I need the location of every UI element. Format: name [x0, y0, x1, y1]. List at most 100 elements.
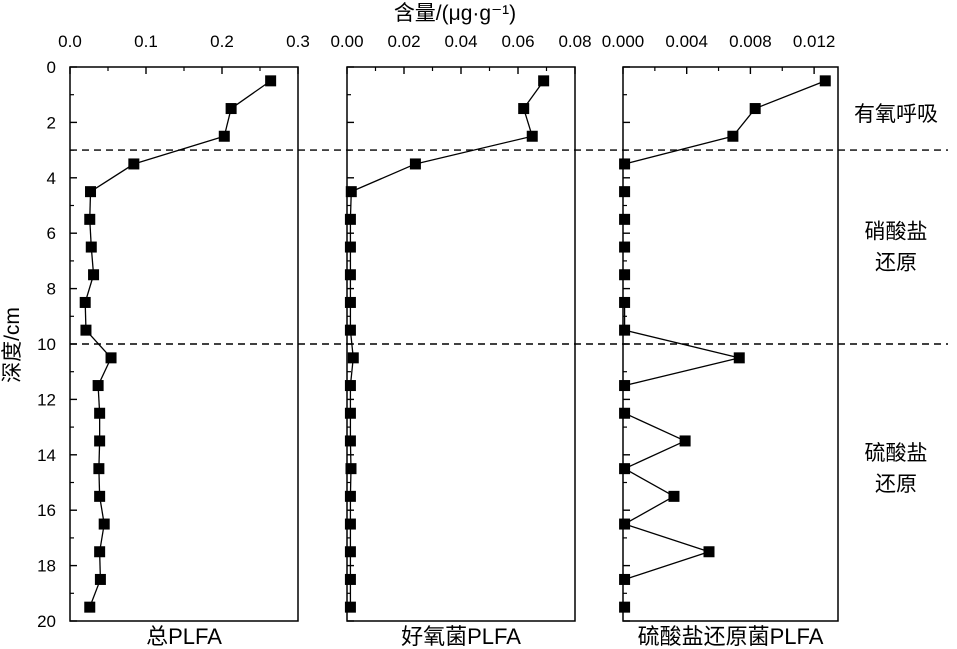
data-point — [619, 380, 631, 392]
series-segment — [624, 357, 740, 387]
zone-label: 硝酸盐 — [865, 221, 928, 244]
data-point — [85, 186, 97, 198]
series-segment — [624, 412, 686, 442]
data-point — [526, 130, 538, 142]
data-point — [619, 241, 631, 253]
data-point — [619, 407, 631, 419]
x-tick-label: 0.008 — [729, 32, 772, 51]
y-tick-label: 6 — [47, 224, 56, 243]
data-point — [679, 435, 691, 447]
y-tick-label: 12 — [37, 390, 56, 409]
data-point — [94, 573, 106, 585]
series-segment — [351, 163, 416, 193]
data-point — [344, 546, 356, 558]
data-point — [344, 518, 356, 530]
zone-label: 有氧呼吸 — [854, 103, 938, 126]
data-point — [98, 518, 110, 530]
x-tick-label: 0.012 — [793, 32, 836, 51]
data-point — [538, 75, 550, 87]
data-point — [619, 296, 631, 308]
data-point — [619, 518, 631, 530]
data-point — [92, 380, 104, 392]
data-point — [409, 158, 421, 170]
data-point — [749, 103, 761, 115]
data-point — [344, 407, 356, 419]
zone-label: 还原 — [875, 473, 917, 496]
data-point — [345, 463, 357, 475]
panel-title: 总PLFA — [146, 624, 222, 649]
zone-label: 硫酸盐 — [865, 442, 928, 465]
series-segment — [624, 468, 675, 497]
data-point — [105, 352, 117, 364]
data-point — [819, 75, 831, 87]
y-tick-label: 0 — [47, 58, 56, 77]
data-point — [733, 352, 745, 364]
series-segment — [624, 329, 740, 359]
series-segment — [230, 80, 272, 110]
data-point — [88, 269, 100, 281]
data-point — [344, 241, 356, 253]
data-point — [344, 601, 356, 613]
data-point — [85, 241, 97, 253]
depth-axis-title: 深度/cm — [1, 307, 24, 383]
series-segment — [624, 551, 710, 581]
zone-label: 还原 — [875, 252, 917, 275]
data-point — [93, 463, 105, 475]
series-segment — [624, 135, 734, 165]
y-tick-label: 4 — [47, 169, 56, 188]
data-point — [619, 601, 631, 613]
data-point — [518, 103, 530, 115]
data-point — [344, 213, 356, 225]
x-tick-label: 0.2 — [210, 32, 234, 51]
series-segment — [624, 440, 686, 470]
series-segment — [415, 135, 533, 165]
data-point — [619, 463, 631, 475]
data-point — [128, 158, 140, 170]
panel: 0.0 0.1 0.2 0.3 0 2 4 6 8 10 12 14 16 18 20 总PLFA — [37, 32, 310, 649]
data-point — [94, 435, 106, 447]
series-segment — [624, 523, 710, 553]
x-tick-label: 0.0 — [58, 32, 82, 51]
x-tick-label: 0.00 — [330, 32, 363, 51]
y-tick-label: 10 — [37, 335, 56, 354]
x-tick-label: 0.004 — [665, 32, 708, 51]
data-point — [79, 296, 91, 308]
y-tick-label: 16 — [37, 501, 56, 520]
x-tick-label: 0.02 — [387, 32, 420, 51]
data-point — [94, 546, 106, 558]
x-tick-label: 0.3 — [286, 32, 310, 51]
y-tick-label: 8 — [47, 280, 56, 299]
data-point — [619, 573, 631, 585]
data-point — [344, 380, 356, 392]
data-point — [619, 324, 631, 336]
data-point — [345, 186, 357, 198]
series-segment — [133, 135, 225, 165]
series-segment — [754, 80, 826, 110]
x-tick-label: 0.08 — [558, 32, 591, 51]
data-point — [619, 186, 631, 198]
data-point — [619, 158, 631, 170]
data-point — [94, 407, 106, 419]
data-point — [225, 103, 237, 115]
data-point — [218, 130, 230, 142]
data-point — [619, 269, 631, 281]
y-tick-label: 2 — [47, 113, 56, 132]
data-point — [703, 546, 715, 558]
panel: 0.000 0.004 0.008 0.012 硫酸盐还原菌PLFA — [602, 32, 839, 649]
data-point — [344, 573, 356, 585]
x-tick-label: 0.04 — [444, 32, 477, 51]
x-tick-label: 0.1 — [134, 32, 158, 51]
data-point — [344, 435, 356, 447]
series-segment — [90, 163, 135, 193]
data-point — [84, 213, 96, 225]
data-point — [80, 324, 92, 336]
data-point — [344, 490, 356, 502]
panel: 0.00 0.02 0.04 0.06 0.08 好氧菌PLFA — [330, 32, 591, 649]
data-point — [727, 130, 739, 142]
top-axis-title: 含量/(μg·g⁻¹) — [394, 2, 516, 25]
data-point — [84, 601, 96, 613]
series-segment — [624, 495, 675, 525]
